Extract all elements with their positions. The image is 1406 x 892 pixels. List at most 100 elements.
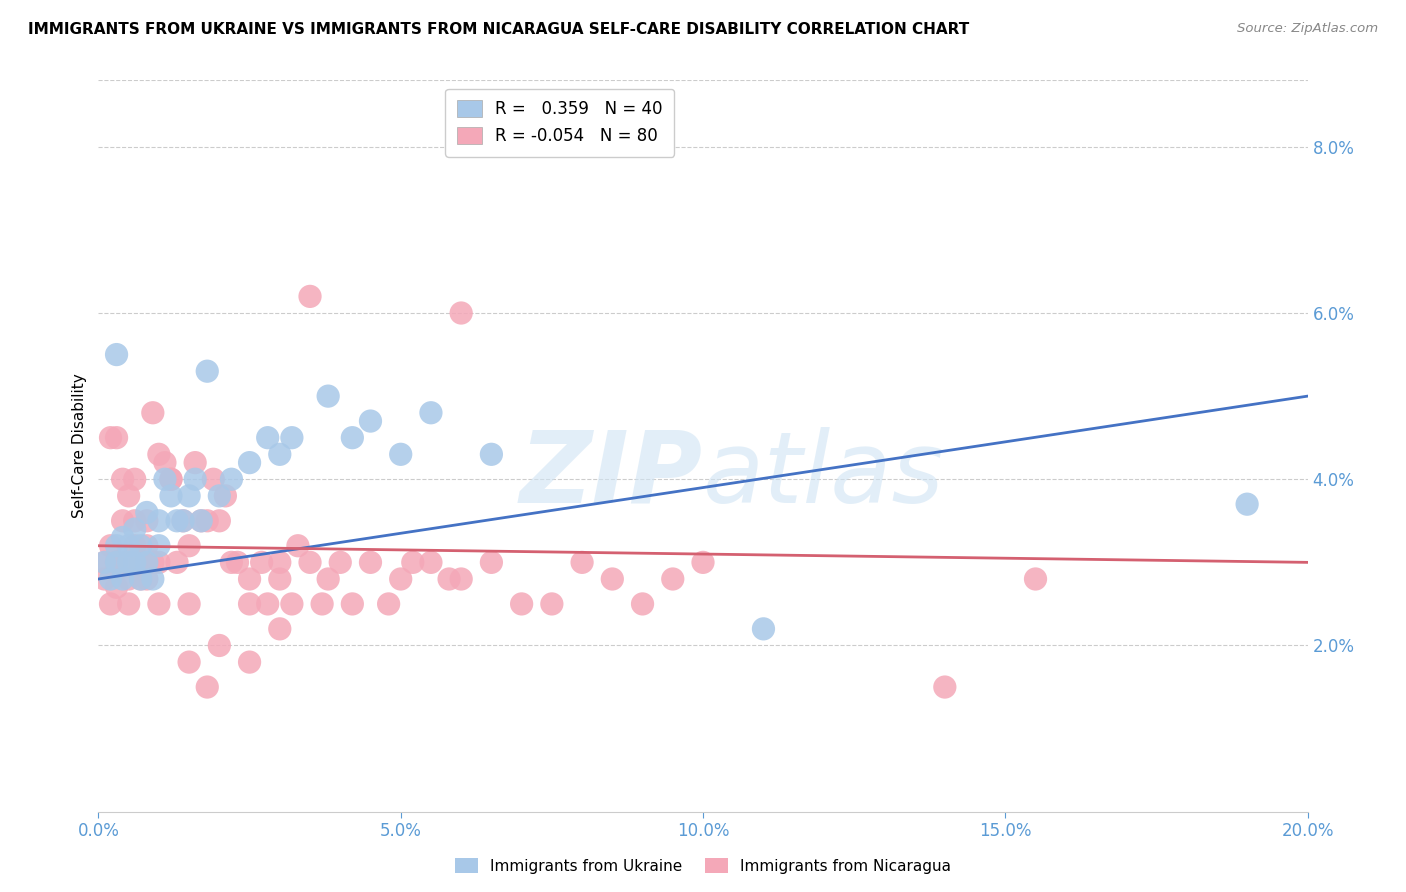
Point [124, 514, 146, 528]
Point [105, 555, 128, 569]
Point [111, 555, 134, 569]
Point [226, 555, 249, 569]
Point [1024, 572, 1046, 586]
Point [239, 456, 262, 470]
Point [450, 306, 472, 320]
Point [100, 431, 122, 445]
Point [221, 472, 243, 486]
Point [105, 555, 128, 569]
Point [481, 447, 503, 461]
Legend: R =   0.359   N = 40, R = -0.054   N = 80: R = 0.359 N = 40, R = -0.054 N = 80 [446, 88, 675, 157]
Text: Source: ZipAtlas.com: Source: ZipAtlas.com [1237, 22, 1378, 36]
Point [118, 555, 141, 569]
Point [118, 572, 141, 586]
Point [100, 597, 122, 611]
Point [208, 489, 231, 503]
Point [195, 680, 218, 694]
Point [221, 555, 243, 569]
Point [214, 489, 236, 503]
Point [752, 622, 775, 636]
Point [256, 431, 278, 445]
Point [299, 289, 322, 303]
Point [208, 639, 231, 653]
Point [311, 597, 333, 611]
Point [571, 555, 593, 569]
Point [111, 514, 134, 528]
Point [111, 572, 134, 586]
Point [124, 555, 146, 569]
Point [124, 472, 146, 486]
Point [160, 472, 183, 486]
Point [179, 539, 201, 553]
Point [329, 555, 352, 569]
Point [342, 597, 364, 611]
Text: ZIP: ZIP [520, 426, 703, 524]
Point [129, 539, 152, 553]
Point [124, 539, 146, 553]
Legend: Immigrants from Ukraine, Immigrants from Nicaragua: Immigrants from Ukraine, Immigrants from… [449, 852, 957, 880]
Point [118, 489, 141, 503]
Point [135, 539, 157, 553]
Point [118, 597, 141, 611]
Point [269, 622, 291, 636]
Point [316, 572, 339, 586]
Point [129, 572, 152, 586]
Point [420, 555, 443, 569]
Point [135, 555, 157, 569]
Point [148, 555, 170, 569]
Point [389, 572, 412, 586]
Point [692, 555, 714, 569]
Point [287, 539, 309, 553]
Point [342, 431, 364, 445]
Point [105, 539, 128, 553]
Point [256, 597, 278, 611]
Text: atlas: atlas [703, 426, 945, 524]
Point [142, 555, 165, 569]
Point [269, 555, 291, 569]
Point [540, 597, 562, 611]
Point [190, 514, 212, 528]
Point [129, 572, 152, 586]
Point [661, 572, 683, 586]
Point [153, 456, 176, 470]
Point [135, 572, 157, 586]
Point [631, 597, 654, 611]
Point [510, 597, 533, 611]
Point [100, 539, 122, 553]
Point [450, 572, 472, 586]
Point [250, 555, 273, 569]
Point [190, 514, 212, 528]
Point [166, 555, 188, 569]
Point [281, 431, 304, 445]
Point [124, 522, 146, 536]
Point [111, 530, 134, 544]
Point [166, 514, 188, 528]
Point [402, 555, 425, 569]
Point [105, 347, 128, 362]
Point [129, 555, 152, 569]
Point [172, 514, 194, 528]
Point [195, 514, 218, 528]
Point [184, 456, 207, 470]
Point [934, 680, 956, 694]
Point [148, 514, 170, 528]
Point [1236, 497, 1258, 511]
Point [160, 489, 183, 503]
Point [184, 472, 207, 486]
Point [481, 555, 503, 569]
Point [195, 364, 218, 378]
Point [135, 514, 157, 528]
Point [179, 489, 201, 503]
Point [160, 472, 183, 486]
Point [360, 414, 382, 428]
Point [269, 572, 291, 586]
Point [135, 506, 157, 520]
Point [179, 597, 201, 611]
Point [100, 572, 122, 586]
Point [360, 555, 382, 569]
Point [105, 431, 128, 445]
Point [208, 514, 231, 528]
Text: IMMIGRANTS FROM UKRAINE VS IMMIGRANTS FROM NICARAGUA SELF-CARE DISABILITY CORREL: IMMIGRANTS FROM UKRAINE VS IMMIGRANTS FR… [28, 22, 969, 37]
Point [602, 572, 624, 586]
Point [269, 447, 291, 461]
